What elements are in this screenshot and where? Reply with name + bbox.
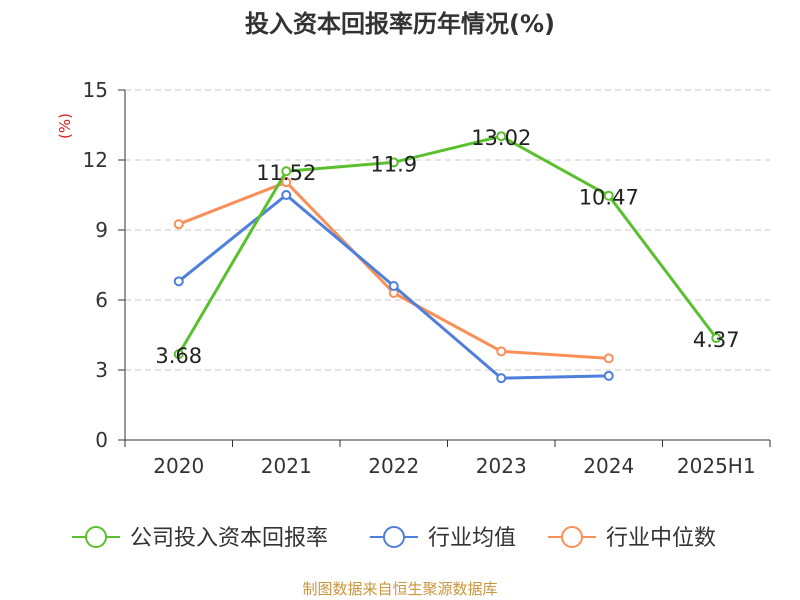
x-tick-label: 2022	[368, 454, 419, 478]
source-note: 制图数据来自恒生聚源数据库	[302, 580, 498, 598]
axis-layer: 0 3 6 9 12 15 (%) 2020 2021 2022 2023 2024 2025H1	[56, 78, 771, 478]
data-point	[603, 370, 614, 381]
y-tick-label: 12	[83, 148, 108, 172]
legend-label: 公司投入资本回报率	[130, 526, 328, 551]
data-label: 13.02	[471, 126, 531, 150]
data-label: 10.47	[579, 186, 639, 210]
x-tick-label: 2025H1	[677, 454, 756, 478]
legend-marker	[383, 526, 405, 548]
data-label: 3.68	[155, 344, 202, 368]
legend-label: 行业均值	[428, 526, 516, 551]
y-axis-label: (%)	[56, 113, 74, 139]
data-label-layer: 3.68 11.52 11.9 13.02 10.47 4.37	[155, 126, 739, 368]
data-point	[281, 166, 292, 177]
x-tick-label: 2020	[153, 454, 204, 478]
legend: 公司投入资本回报率 行业均值 行业中位数	[72, 526, 716, 551]
data-point	[281, 177, 292, 188]
y-tick-label: 3	[95, 358, 108, 382]
data-point	[388, 281, 399, 291]
data-point	[603, 190, 614, 201]
data-point	[496, 131, 507, 142]
data-label: 4.37	[693, 328, 740, 352]
data-point	[496, 346, 507, 357]
data-point	[603, 353, 614, 364]
series-layer	[173, 131, 722, 384]
y-tick-label: 0	[95, 428, 108, 452]
x-tick-label: 2023	[476, 454, 527, 478]
grid-layer	[125, 89, 770, 371]
data-point	[173, 276, 184, 287]
data-point	[173, 349, 184, 360]
data-point	[388, 157, 399, 168]
x-tick-label: 2024	[583, 454, 634, 478]
y-tick-label: 9	[95, 218, 108, 242]
y-tick-label: 15	[83, 78, 108, 102]
series-line	[177, 134, 718, 355]
series-line	[178, 180, 609, 360]
data-point	[496, 373, 507, 384]
legend-label: 行业中位数	[606, 526, 716, 551]
data-label: 11.52	[256, 161, 316, 185]
chart-title: 投入资本回报率历年情况(%)	[245, 10, 555, 38]
data-point	[173, 219, 184, 230]
legend-marker	[561, 526, 583, 548]
data-label: 11.9	[370, 152, 417, 176]
data-point	[711, 333, 722, 344]
legend-marker	[85, 526, 107, 548]
y-tick-label: 6	[95, 288, 108, 312]
data-point	[281, 190, 292, 200]
x-tick-label: 2021	[261, 454, 312, 478]
